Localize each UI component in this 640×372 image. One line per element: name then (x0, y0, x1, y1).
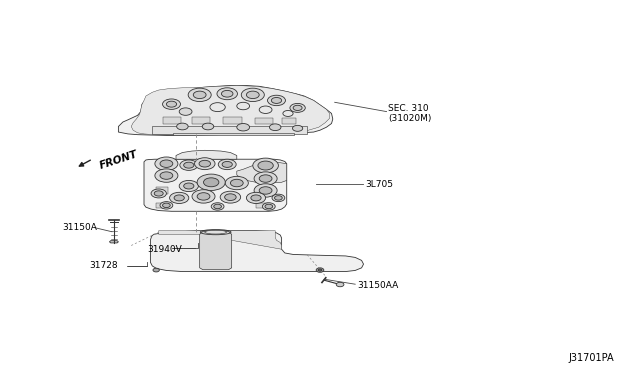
Text: SEC. 310
(31020M): SEC. 310 (31020M) (388, 104, 432, 123)
Circle shape (336, 282, 344, 287)
Text: 3L705: 3L705 (365, 180, 393, 189)
Polygon shape (131, 86, 330, 135)
Circle shape (184, 162, 194, 168)
Circle shape (262, 203, 275, 210)
Bar (163, 117, 181, 124)
Circle shape (316, 268, 324, 272)
Circle shape (155, 169, 178, 182)
Bar (256, 187, 268, 194)
Circle shape (217, 88, 237, 100)
Circle shape (275, 196, 282, 200)
Circle shape (241, 88, 264, 102)
Circle shape (293, 105, 302, 110)
Circle shape (222, 161, 232, 167)
Circle shape (214, 204, 221, 209)
Text: 31728: 31728 (90, 262, 118, 270)
Circle shape (174, 195, 184, 201)
Text: J31701PA: J31701PA (569, 353, 614, 363)
Circle shape (259, 175, 272, 182)
Polygon shape (200, 231, 232, 270)
Polygon shape (118, 86, 333, 135)
Polygon shape (173, 133, 294, 135)
Circle shape (153, 268, 159, 272)
Circle shape (151, 189, 166, 198)
Bar (156, 203, 168, 208)
Text: 31150AA: 31150AA (357, 281, 398, 290)
Circle shape (269, 124, 281, 131)
Circle shape (204, 178, 219, 187)
Polygon shape (144, 159, 287, 211)
Circle shape (253, 158, 278, 173)
Circle shape (155, 157, 178, 170)
Circle shape (199, 160, 211, 167)
Circle shape (218, 159, 236, 170)
Circle shape (230, 179, 243, 187)
Circle shape (318, 269, 322, 271)
Circle shape (154, 191, 163, 196)
Polygon shape (176, 150, 237, 159)
Circle shape (188, 88, 211, 102)
Circle shape (211, 203, 224, 210)
Circle shape (202, 123, 214, 130)
Circle shape (258, 161, 273, 170)
Circle shape (192, 190, 215, 203)
Circle shape (160, 202, 173, 209)
Circle shape (254, 172, 277, 185)
Ellipse shape (205, 230, 227, 234)
Circle shape (292, 125, 303, 131)
Circle shape (184, 183, 194, 189)
Circle shape (166, 101, 177, 107)
Bar (156, 187, 168, 194)
Polygon shape (152, 126, 307, 134)
Circle shape (246, 192, 266, 203)
Bar (223, 117, 242, 124)
Circle shape (254, 184, 277, 197)
Circle shape (259, 187, 272, 194)
Circle shape (271, 97, 282, 103)
Circle shape (180, 160, 198, 170)
Circle shape (177, 123, 188, 130)
Circle shape (163, 203, 170, 208)
Circle shape (197, 174, 225, 190)
Circle shape (237, 124, 250, 131)
Text: FRONT: FRONT (98, 149, 139, 170)
Circle shape (290, 103, 305, 112)
Circle shape (225, 176, 248, 190)
Circle shape (221, 90, 233, 97)
Circle shape (265, 204, 273, 209)
Circle shape (170, 192, 189, 203)
Circle shape (179, 180, 198, 192)
Circle shape (179, 108, 192, 115)
Bar (255, 118, 273, 124)
Text: 31150A: 31150A (63, 223, 97, 232)
Polygon shape (109, 241, 118, 243)
Circle shape (197, 193, 210, 200)
Circle shape (195, 158, 215, 170)
Text: 31940V: 31940V (147, 246, 182, 254)
Circle shape (225, 194, 236, 201)
Circle shape (163, 99, 180, 109)
Circle shape (251, 195, 261, 201)
Circle shape (272, 194, 285, 202)
Circle shape (160, 160, 173, 167)
Circle shape (246, 91, 259, 99)
Circle shape (268, 95, 285, 106)
Polygon shape (237, 162, 287, 183)
Polygon shape (150, 231, 364, 272)
Polygon shape (159, 231, 282, 249)
Bar (192, 117, 210, 124)
Circle shape (220, 191, 241, 203)
Circle shape (193, 91, 206, 99)
Circle shape (160, 172, 173, 179)
Bar (282, 118, 296, 124)
Bar (256, 203, 268, 208)
